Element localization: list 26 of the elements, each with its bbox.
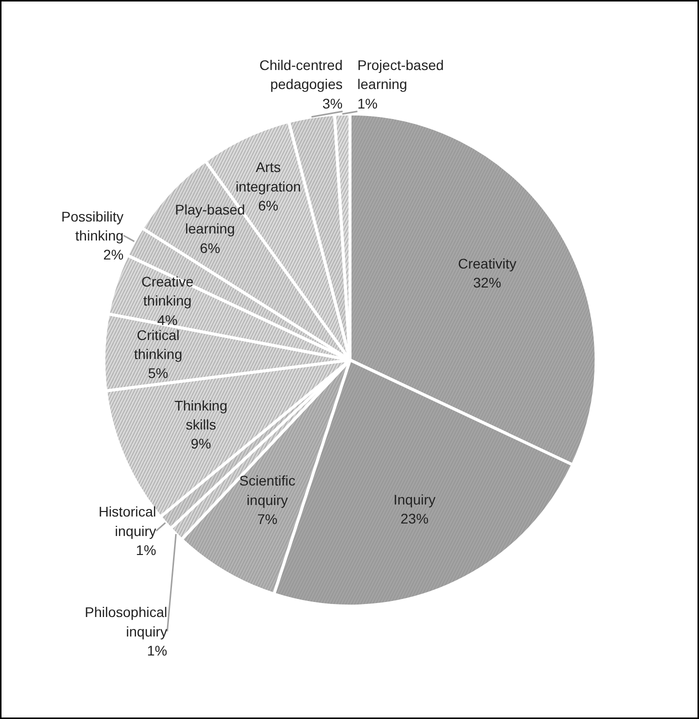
slice-label: Child-centred pedagogies — [259, 57, 343, 92]
data-label: 7% — [257, 511, 278, 528]
data-label: 2% — [103, 246, 124, 263]
data-label: 23% — [400, 510, 429, 527]
slice-label: Creativity — [458, 255, 516, 272]
slice-label: Scientific inquiry — [239, 472, 296, 508]
slice-label: Possibility thinking — [61, 208, 124, 244]
data-label: 4% — [157, 312, 178, 328]
slice-label: Project-based learning — [357, 57, 444, 92]
data-label: 9% — [190, 436, 212, 452]
data-label: 1% — [357, 95, 378, 112]
slice-label: Thinking skills — [174, 397, 228, 433]
data-label: 6% — [258, 197, 278, 214]
slice-label: Arts integration — [236, 159, 301, 194]
data-label: 6% — [200, 240, 220, 256]
slice-label: Inquiry — [394, 491, 436, 508]
data-label: 3% — [322, 95, 343, 112]
slice-label: Creative thinking — [141, 273, 194, 309]
slice-label: Historical inquiry — [98, 504, 156, 539]
data-label: 1% — [147, 642, 168, 659]
data-label: 32% — [473, 274, 502, 291]
slice-label: Play-based learning — [175, 201, 246, 237]
data-label: 1% — [136, 542, 156, 558]
slice-label: Critical thinking — [134, 326, 182, 362]
slice-label: Philosophical inquiry — [84, 604, 168, 640]
data-label: 5% — [148, 365, 168, 382]
